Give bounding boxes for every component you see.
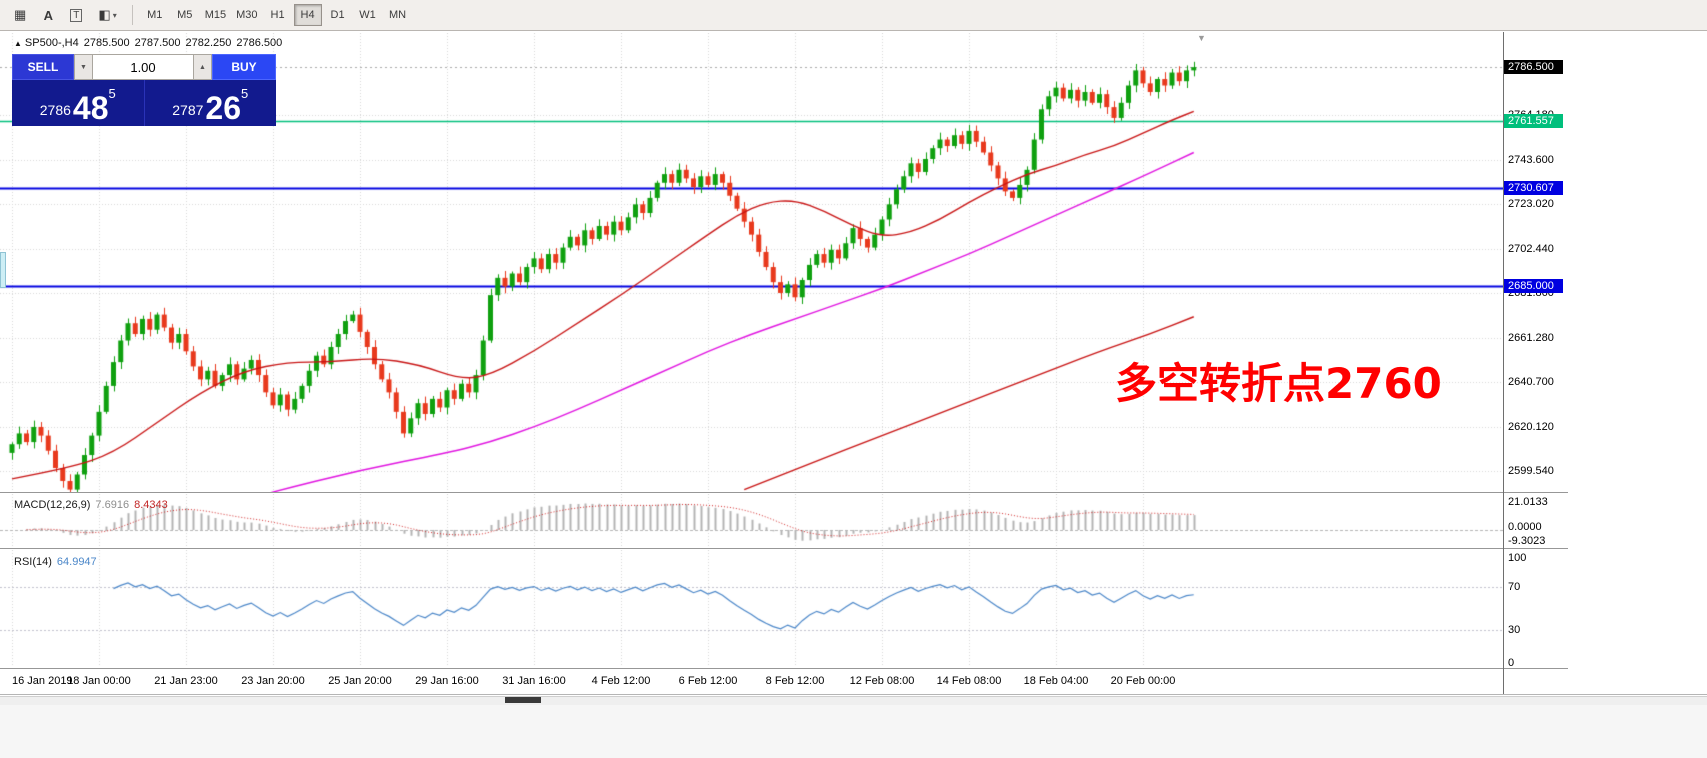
scrollbar-thumb[interactable]: [505, 697, 541, 703]
ohlc-close: 2786.500: [236, 37, 283, 49]
docked-panel-tab[interactable]: [0, 252, 6, 288]
rsi-axis-label: 70: [1508, 580, 1521, 593]
annotation-text[interactable]: 多空转折点2760: [1115, 359, 1442, 408]
rsi-header: RSI(14) 64.9947: [14, 556, 97, 568]
price-axis-line: [1503, 32, 1504, 695]
price-axis-label: 2661.280: [1508, 331, 1554, 344]
time-axis-label: 21 Jan 23:00: [154, 675, 218, 687]
toolbar: ▦ A T ◧ ▾ M1 M5 M15 M30 H1 H4 D1 W1 MN: [0, 0, 1707, 31]
sell-price-big: 48: [72, 89, 109, 126]
window-icon[interactable]: ▦: [7, 3, 33, 27]
timeframe-button-M30[interactable]: M30: [232, 4, 261, 26]
symbol-label: SP500-,H4: [24, 37, 79, 49]
sell-button[interactable]: SELL: [12, 54, 74, 80]
style-dropdown-caret[interactable]: ▾: [112, 10, 117, 20]
rsi-value: 64.9947: [56, 556, 97, 568]
macd-axis-label: -9.3023: [1508, 535, 1546, 547]
timeframe-button-H4[interactable]: H4: [293, 4, 322, 26]
horizontal-scrollbar[interactable]: [0, 696, 1707, 705]
timeframe-button-W1[interactable]: W1: [354, 4, 382, 26]
rsi-axis-label: 30: [1508, 624, 1521, 637]
price-axis-label: 2620.120: [1508, 420, 1554, 433]
label-tool-icon-glyph: A: [43, 7, 53, 23]
timeframe-button-MN[interactable]: MN: [384, 4, 412, 26]
volume-increase-button[interactable]: ▲: [193, 54, 212, 80]
text-tool-icon[interactable]: T: [63, 3, 89, 27]
timeframe-button-M5[interactable]: M5: [171, 4, 199, 26]
window-bottom-line: [0, 694, 1707, 695]
time-axis-label: 8 Feb 12:00: [765, 675, 825, 687]
timeframe-button-M1[interactable]: M1: [141, 4, 169, 26]
buy-button[interactable]: BUY: [212, 54, 276, 80]
ohlc-low: 2782.250: [185, 37, 232, 49]
text-tool-icon-glyph: T: [70, 8, 83, 22]
price-level-badge[interactable]: 2730.607: [1504, 180, 1563, 195]
time-axis-label: 31 Jan 16:00: [502, 675, 566, 687]
rsi-name: RSI(14): [14, 556, 52, 568]
pane-splitter-rsi[interactable]: [0, 548, 1568, 549]
time-axis-label: 18 Jan 00:00: [67, 675, 131, 687]
time-axis-label: 18 Feb 04:00: [1023, 675, 1089, 687]
rsi-axis-label: 100: [1508, 552, 1527, 564]
volume-decrease-button[interactable]: ▼: [74, 54, 93, 80]
timeframe-button-H1[interactable]: H1: [264, 4, 292, 26]
rsi-canvas[interactable]: [0, 550, 1503, 667]
buy-price-sup: 5: [241, 86, 249, 101]
time-axis-label: 14 Feb 08:00: [936, 675, 1002, 687]
price-axis-label: 2723.020: [1508, 198, 1554, 211]
time-axis-label: 29 Jan 16:00: [415, 675, 479, 687]
label-tool-icon[interactable]: A: [35, 3, 61, 27]
time-axis-label: 4 Feb 12:00: [591, 675, 651, 687]
buy-price[interactable]: 2787 26 5: [143, 80, 277, 126]
ohlc-high: 2787.500: [134, 37, 181, 49]
pane-splitter-macd[interactable]: [0, 492, 1568, 493]
chart-header: ▲ SP500-,H4 2785.500 2787.500 2782.250 2786.5…: [14, 37, 287, 49]
sell-price-sup: 5: [108, 86, 116, 101]
timeframe-button-M15[interactable]: M15: [201, 4, 230, 26]
sell-price-stem: 2786: [39, 102, 71, 118]
buy-price-big: 26: [205, 89, 241, 126]
macd-value-signal: 8.4343: [134, 499, 168, 511]
price-level-badge[interactable]: 2685.000: [1504, 279, 1563, 294]
time-axis-label: 25 Jan 20:00: [328, 675, 392, 687]
macd-value-main: 7.6916: [95, 499, 130, 511]
current-price-badge: 2786.500: [1504, 60, 1563, 75]
timeframe-button-D1[interactable]: D1: [324, 4, 352, 26]
sell-price[interactable]: 2786 48 5: [12, 80, 144, 126]
price-axis-label: 2702.440: [1508, 242, 1554, 255]
ohlc-open: 2785.500: [83, 37, 130, 49]
time-axis-label: 16 Jan 2019: [12, 675, 73, 687]
toolbar-icons: ▦ A T ◧ ▾: [6, 3, 125, 27]
timeframe-bar: M1 M5 M15 M30 H1 H4 D1 W1 MN: [140, 4, 413, 26]
macd-name: MACD(12,26,9): [14, 499, 91, 511]
style-tool-icon[interactable]: ◧ ▾: [91, 3, 123, 27]
macd-header: MACD(12,26,9) 7.6916 8.4343: [14, 499, 168, 511]
price-axis-label: 2743.600: [1508, 153, 1554, 166]
buy-price-stem: 2787: [172, 102, 204, 118]
toolbar-separator: [131, 5, 133, 25]
window-icon-glyph: ▦: [14, 7, 27, 22]
volume-input[interactable]: [93, 54, 193, 80]
price-axis-label: 2640.700: [1508, 376, 1554, 389]
macd-axis-label: 21.0133: [1508, 496, 1548, 508]
time-axis-label: 23 Jan 20:00: [241, 675, 305, 687]
time-axis-label: 12 Feb 08:00: [849, 675, 915, 687]
price-axis-label: 2599.540: [1508, 465, 1554, 478]
macd-canvas[interactable]: [0, 494, 1503, 547]
time-axis-label: 20 Feb 00:00: [1110, 675, 1176, 687]
price-level-badge[interactable]: 2761.557: [1504, 114, 1563, 129]
time-axis-label: 6 Feb 12:00: [678, 675, 738, 687]
style-tool-icon-glyph: ◧: [98, 7, 111, 22]
window-bottom-band: [0, 704, 1707, 758]
macd-axis-label: 0.0000: [1508, 520, 1542, 533]
time-axis-line: [0, 668, 1568, 669]
scroll-to-end-icon[interactable]: ▼: [1197, 33, 1206, 43]
symbol-marker-icon: ▲: [14, 39, 22, 48]
rsi-axis-label: 0: [1508, 657, 1515, 669]
